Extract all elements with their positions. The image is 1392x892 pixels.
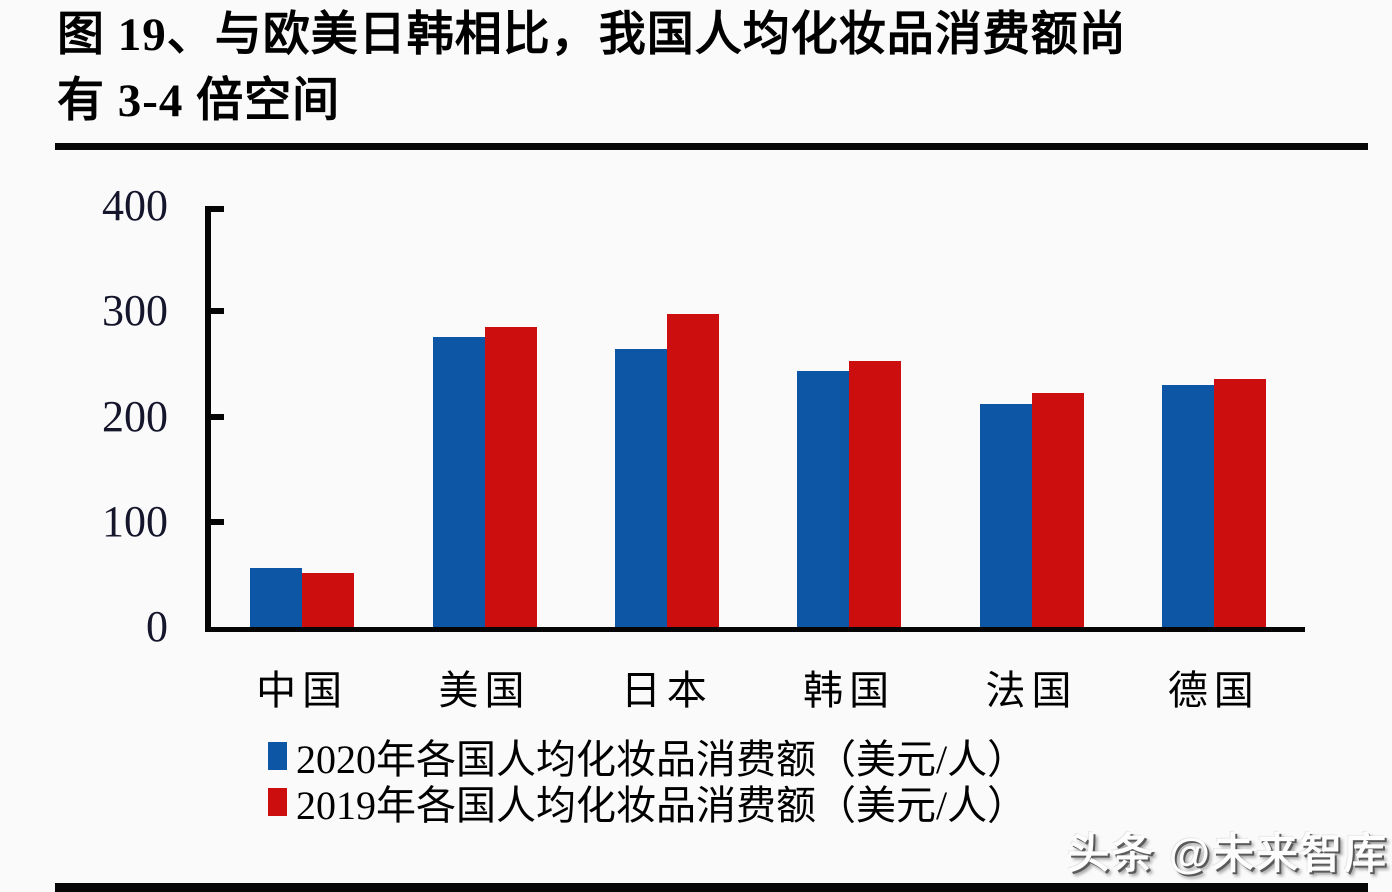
legend-row-2020: 2020年各国人均化妆品消费额（美元/人）: [268, 733, 1027, 782]
y-axis-label-300: 300: [102, 286, 168, 336]
bar-2020-5: [979, 403, 1032, 627]
chart-legend: 2020年各国人均化妆品消费额（美元/人） 2019年各国人均化妆品消费额（美元/…: [268, 733, 1027, 828]
legend-swatch-2020: [268, 742, 287, 770]
x-axis-label-1: 中国: [256, 668, 349, 713]
y-axis-label-100: 100: [102, 496, 168, 546]
y-axis-label-0: 0: [146, 602, 168, 651]
figure-title-line2: 有 3-4 倍空间: [57, 75, 341, 127]
x-axis-label-3: 日本: [620, 668, 713, 713]
y-axis-label-200: 200: [102, 391, 168, 441]
legend-swatch-2019: [268, 788, 287, 816]
y-axis-label-400: 400: [102, 181, 168, 230]
bar-2019-6: [1213, 378, 1266, 627]
bar-2019-3: [666, 314, 719, 627]
page-bottom-rule: [55, 883, 1368, 892]
legend-row-2019: 2019年各国人均化妆品消费额（美元/人）: [268, 779, 1027, 828]
legend-label-2019: 2019年各国人均化妆品消费额（美元/人）: [296, 783, 1028, 828]
legend-label-2020: 2020年各国人均化妆品消费额（美元/人）: [296, 737, 1028, 782]
bar-2020-2: [432, 336, 485, 627]
bar-2019-4: [849, 360, 902, 627]
x-axis-label-4: 韩国: [803, 668, 896, 713]
y-axis-tick-200: [211, 413, 224, 420]
bar-2019-5: [1031, 393, 1084, 627]
bar-2020-1: [250, 568, 303, 627]
bar-2020-3: [614, 349, 667, 627]
x-axis-category-labels: 中国 美国 日本 韩国 法国 德国: [211, 668, 1305, 718]
x-axis-label-2: 美国: [438, 668, 531, 713]
x-axis-label-6: 德国: [1167, 668, 1260, 713]
title-divider-rule: [55, 143, 1368, 150]
y-axis-tick-400: [211, 206, 224, 212]
y-axis-tick-300: [211, 308, 224, 315]
bar-2019-2: [484, 327, 537, 627]
bar-2020-4: [797, 371, 850, 627]
watermark-text: 头条 @未来智库: [1067, 830, 1388, 877]
plot-area: [205, 206, 1305, 632]
x-axis-label-5: 法国: [985, 668, 1078, 713]
figure-title: 图 19、与欧美日韩相比，我国人均化妆品消费额尚 有 3-4 倍空间: [57, 2, 1357, 134]
figure-title-line1: 图 19、与欧美日韩相比，我国人均化妆品消费额尚: [57, 9, 1127, 61]
bar-2019-1: [302, 573, 355, 627]
y-axis-tick-100: [211, 518, 224, 525]
bar-2020-6: [1161, 384, 1214, 627]
